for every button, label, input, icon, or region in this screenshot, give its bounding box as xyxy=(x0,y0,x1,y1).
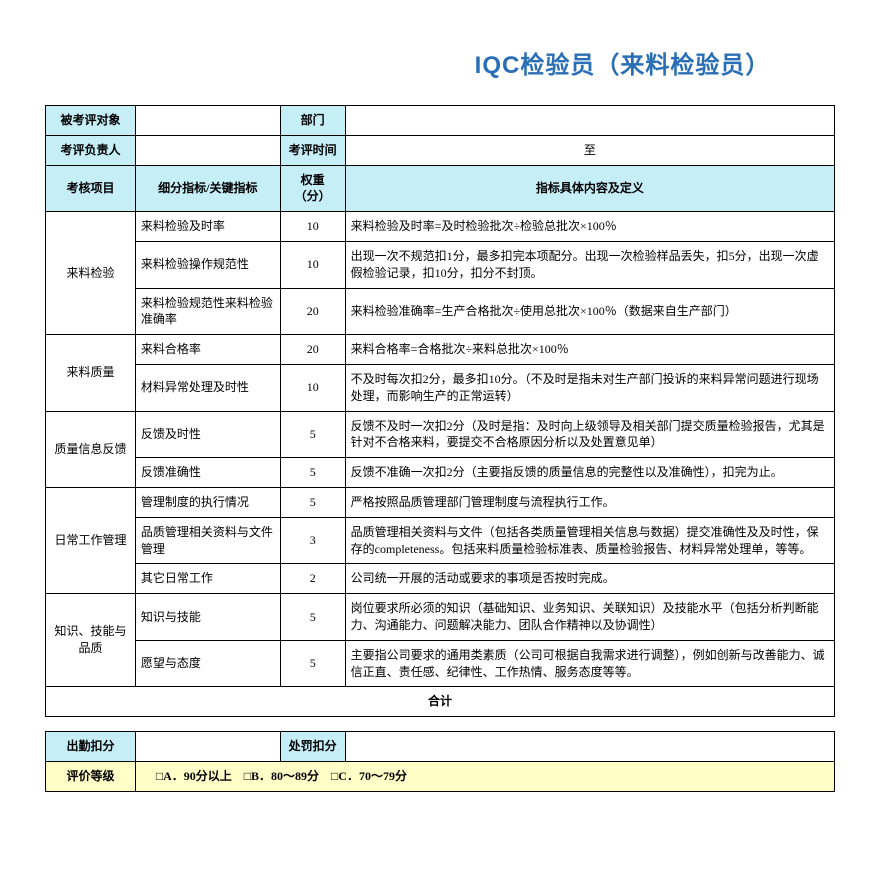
rating-options: □A．90分以上 □B．80～89分 □C．70～79分 xyxy=(135,761,834,791)
def-cell: 反馈不及时一次扣2分（及时是指：及时向上级领导及相关部门提交质量检验报告，尤其是… xyxy=(345,411,834,458)
weight-cell: 5 xyxy=(280,640,345,687)
def-cell: 不及时每次扣2分，最多扣10分。（不及时是指未对生产部门投诉的来料异常问题进行现… xyxy=(345,364,834,411)
evaluation-table: 被考评对象 部门 考评负责人 考评时间 至 考核项目 细分指标/关键指标 权重（… xyxy=(45,105,835,717)
value-dept xyxy=(345,106,834,136)
weight-cell: 20 xyxy=(280,288,345,335)
metric-cell: 来料检验操作规范性 xyxy=(135,241,280,288)
attendance-value xyxy=(135,732,280,762)
def-cell: 岗位要求所必须的知识（基础知识、业务知识、关联知识）及技能水平（包括分析判断能力… xyxy=(345,594,834,641)
weight-cell: 5 xyxy=(280,458,345,488)
weight-cell: 5 xyxy=(280,594,345,641)
weight-cell: 5 xyxy=(280,411,345,458)
weight-cell: 3 xyxy=(280,517,345,564)
metric-cell: 来料合格率 xyxy=(135,335,280,365)
metric-cell: 材料异常处理及时性 xyxy=(135,364,280,411)
label-dept: 部门 xyxy=(280,106,345,136)
total-label: 合计 xyxy=(46,687,835,717)
weight-cell: 10 xyxy=(280,212,345,242)
label-time: 考评时间 xyxy=(280,135,345,165)
col-definition: 指标具体内容及定义 xyxy=(345,165,834,212)
metric-cell: 反馈准确性 xyxy=(135,458,280,488)
weight-cell: 10 xyxy=(280,241,345,288)
penalty-label: 处罚扣分 xyxy=(280,732,345,762)
weight-cell: 2 xyxy=(280,564,345,594)
def-cell: 来料合格率=合格批次÷来料总批次×100％ xyxy=(345,335,834,365)
metric-cell: 品质管理相关资料与文件管理 xyxy=(135,517,280,564)
group-name: 知识、技能与品质 xyxy=(46,594,136,687)
value-subject xyxy=(135,106,280,136)
group-name: 来料检验 xyxy=(46,212,136,335)
value-reviewer xyxy=(135,135,280,165)
page-title: IQC检验员（来料检验员） xyxy=(45,45,880,80)
label-subject: 被考评对象 xyxy=(46,106,136,136)
group-name: 质量信息反馈 xyxy=(46,411,136,487)
def-cell: 主要指公司要求的通用类素质（公司可根据自我需求进行调整），例如创新与改善能力、诚… xyxy=(345,640,834,687)
metric-cell: 管理制度的执行情况 xyxy=(135,487,280,517)
metric-cell: 愿望与态度 xyxy=(135,640,280,687)
weight-cell: 10 xyxy=(280,364,345,411)
def-cell: 公司统一开展的活动或要求的事项是否按时完成。 xyxy=(345,564,834,594)
metric-cell: 来料检验及时率 xyxy=(135,212,280,242)
label-reviewer: 考评负责人 xyxy=(46,135,136,165)
weight-cell: 5 xyxy=(280,487,345,517)
footer-table: 出勤扣分 处罚扣分 评价等级 □A．90分以上 □B．80～89分 □C．70～… xyxy=(45,731,835,792)
metric-cell: 知识与技能 xyxy=(135,594,280,641)
group-name: 日常工作管理 xyxy=(46,487,136,593)
metric-cell: 其它日常工作 xyxy=(135,564,280,594)
metric-cell: 反馈及时性 xyxy=(135,411,280,458)
def-cell: 来料检验准确率=生产合格批次÷使用总批次×100％（数据来自生产部门） xyxy=(345,288,834,335)
value-time: 至 xyxy=(345,135,834,165)
weight-cell: 20 xyxy=(280,335,345,365)
col-metric: 细分指标/关键指标 xyxy=(135,165,280,212)
penalty-value xyxy=(345,732,834,762)
def-cell: 反馈不准确一次扣2分（主要指反馈的质量信息的完整性以及准确性），扣完为止。 xyxy=(345,458,834,488)
col-weight: 权重（分） xyxy=(280,165,345,212)
def-cell: 严格按照品质管理部门管理制度与流程执行工作。 xyxy=(345,487,834,517)
def-cell: 品质管理相关资料与文件（包括各类质量管理相关信息与数据）提交准确性及及时性，保存… xyxy=(345,517,834,564)
attendance-label: 出勤扣分 xyxy=(46,732,136,762)
def-cell: 出现一次不规范扣1分，最多扣完本项配分。出现一次检验样品丢失，扣5分，出现一次虚… xyxy=(345,241,834,288)
metric-cell: 来料检验规范性来料检验准确率 xyxy=(135,288,280,335)
rating-label: 评价等级 xyxy=(46,761,136,791)
def-cell: 来料检验及时率=及时检验批次÷检验总批次×100％ xyxy=(345,212,834,242)
group-name: 来料质量 xyxy=(46,335,136,411)
col-project: 考核项目 xyxy=(46,165,136,212)
